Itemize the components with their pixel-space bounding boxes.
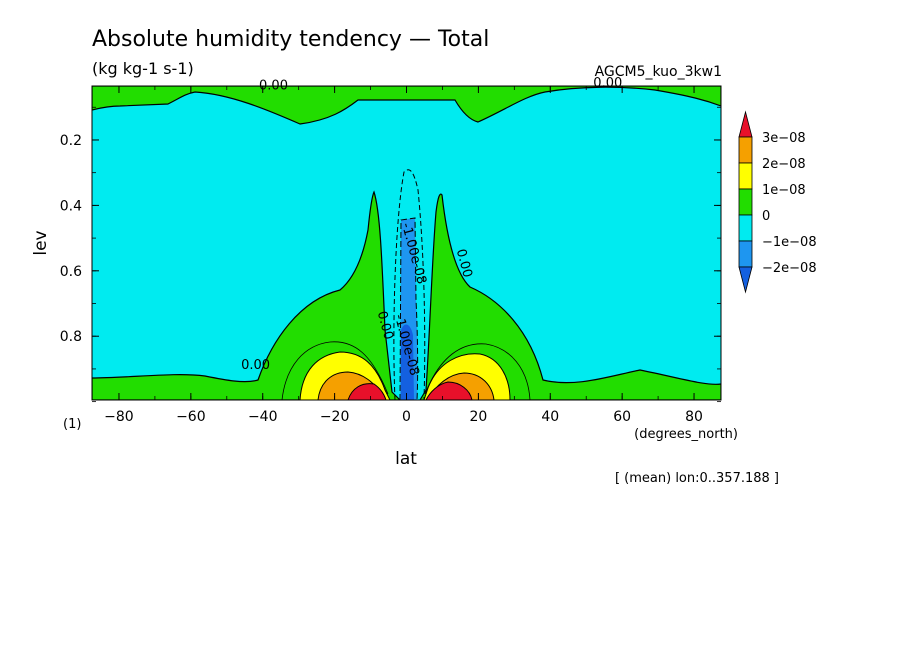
legend-swatch-bottom (738, 266, 753, 294)
region-bottom-positive (92, 190, 721, 400)
x-axis-units: (degrees_north) (634, 427, 738, 442)
y-tick-label: 0.4 (60, 198, 82, 214)
legend-label: 1e−08 (762, 183, 806, 198)
chart-title: Absolute humidity tendency — Total (92, 27, 489, 52)
x-axis-label: lat (395, 449, 417, 469)
x-tick-label: −40 (248, 409, 278, 425)
color-legend: 3e−08 2e−08 1e−08 0 −1e−08 −2e−08 (738, 110, 817, 294)
lobe-right-red (425, 381, 473, 400)
contour-field (92, 86, 721, 400)
y-tick-label: 0.6 (60, 264, 82, 280)
y-tick-label: 0.2 (60, 133, 82, 149)
legend-swatch (738, 188, 753, 216)
legend-swatch-top (738, 110, 753, 138)
x-tick-label: −80 (104, 409, 134, 425)
x-tick-label: 60 (613, 409, 631, 425)
region-top-positive (92, 86, 721, 125)
footnote: [ (mean) lon:0..357.188 ] (615, 471, 779, 486)
x-tick-label: 20 (469, 409, 487, 425)
contour-line-left (281, 341, 389, 400)
x-tick-label: 0 (402, 409, 411, 425)
legend-swatch (738, 136, 753, 164)
x-tick-label: −60 (176, 409, 206, 425)
x-axis: −80 −60 −40 −20 0 20 40 60 80 (104, 86, 703, 425)
legend-label: 3e−08 (762, 131, 806, 146)
x-tick-label: 80 (685, 409, 703, 425)
central-strong-negative (401, 324, 414, 400)
legend-swatch (738, 214, 753, 242)
chart-units: (kg kg-1 s-1) (92, 59, 194, 78)
run-label: AGCM5_kuo_3kw1 (595, 64, 722, 80)
central-dashed-contour (393, 169, 426, 400)
y-axis-label: lev (31, 230, 51, 255)
legend-swatch (738, 162, 753, 190)
contour-label: 0.00 (453, 247, 475, 279)
contour-label: 0.00 (374, 310, 396, 342)
lobe-left-red (347, 383, 387, 400)
legend-label: 0 (762, 209, 770, 224)
legend-label: −2e−08 (762, 261, 817, 276)
legend-label: 2e−08 (762, 157, 806, 172)
contour-line-right (424, 343, 531, 400)
legend-swatch (738, 240, 753, 268)
contour-label: 0.00 (593, 76, 622, 91)
panel-label: (1) (63, 417, 81, 432)
x-tick-label: −20 (320, 409, 350, 425)
y-axis: 0.2 0.4 0.6 0.8 (60, 106, 721, 403)
contour-label: 0.00 (241, 358, 270, 373)
legend-label: −1e−08 (762, 235, 817, 250)
y-tick-label: 0.8 (60, 329, 82, 345)
x-tick-label: 40 (541, 409, 559, 425)
